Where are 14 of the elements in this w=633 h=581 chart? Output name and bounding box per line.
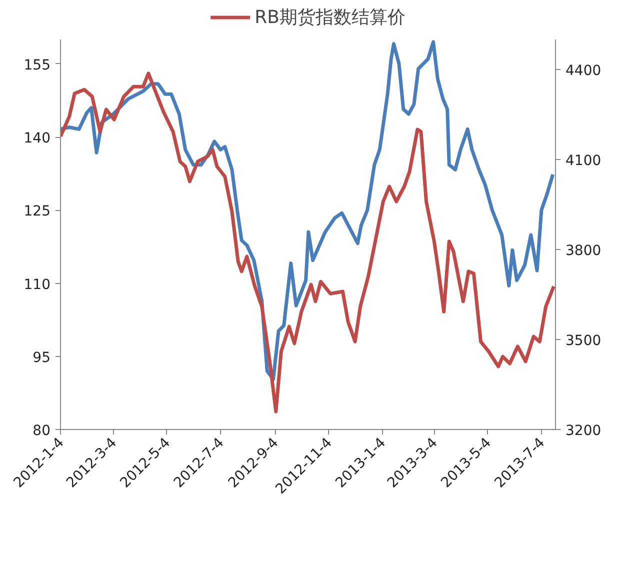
y-tick-label: 110 (24, 276, 51, 293)
y-tick-label: 80 (32, 423, 51, 439)
y2-tick-label: 3200 (566, 423, 602, 439)
y-tick-label: 125 (24, 204, 51, 220)
legend-label: RB期货指数结算价 (254, 6, 406, 29)
y2-tick-label: 3500 (566, 333, 602, 349)
y-tick-label: 140 (24, 130, 51, 146)
y2-tick-label: 4100 (566, 153, 602, 169)
line-series (60, 40, 555, 382)
y-tick-label: 95 (32, 350, 51, 366)
line-series (60, 72, 556, 414)
y2-tick-label: 4400 (566, 63, 602, 79)
y-tick-label: 155 (24, 57, 51, 74)
y2-tick-label: 3800 (566, 243, 602, 259)
